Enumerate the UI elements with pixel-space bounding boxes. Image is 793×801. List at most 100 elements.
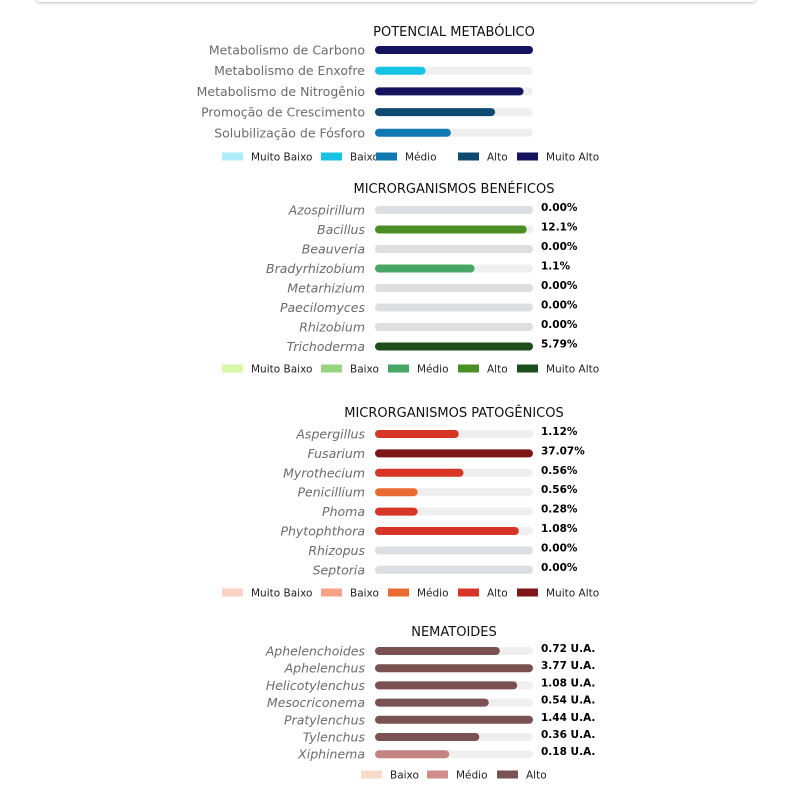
legend-label: Médio <box>456 770 488 782</box>
category-label: Paecilomyces <box>280 300 365 315</box>
category-label: Beauveria <box>302 242 365 257</box>
legend-swatch <box>222 364 243 373</box>
bar <box>375 750 450 759</box>
bar <box>375 488 418 497</box>
legend-label: Muito Baixo <box>251 364 312 376</box>
legend-swatch <box>497 770 518 779</box>
value-label: 37.07% <box>541 445 585 457</box>
legend-swatch <box>388 588 409 597</box>
legend-label: Alto <box>487 152 508 164</box>
legend-label: Muito Alto <box>546 588 599 600</box>
category-label: Fusarium <box>308 446 366 461</box>
legend-swatch <box>458 152 479 161</box>
category-label: Xiphinema <box>297 747 365 762</box>
bar <box>375 225 527 234</box>
bar <box>375 546 533 555</box>
value-label: 12.1% <box>541 222 578 234</box>
category-label: Solubilização de Fósforo <box>214 125 365 140</box>
bar <box>375 323 533 331</box>
bar <box>375 715 533 724</box>
category-label: Trichoderma <box>287 339 365 354</box>
bar <box>375 284 533 292</box>
legend-swatch <box>427 770 448 779</box>
legend-label: Médio <box>417 364 449 376</box>
value-label: 3.77 U.A. <box>541 660 595 672</box>
legend-swatch <box>458 588 479 597</box>
bar <box>375 46 533 54</box>
category-label: Rhizobium <box>299 320 365 335</box>
category-label: Metabolismo de Nitrogênio <box>197 84 365 99</box>
chart-title: MICRORGANISMOS BENÉFICOS <box>354 181 555 197</box>
value-label: 1.08 U.A. <box>541 677 595 689</box>
legend-swatch <box>321 588 342 597</box>
bar <box>375 264 475 273</box>
value-label: 0.72 U.A. <box>541 643 595 655</box>
bar <box>375 430 459 438</box>
legend-label: Médio <box>417 588 449 600</box>
value-label: 0.56% <box>541 484 578 496</box>
chart-title: POTENCIAL METABÓLICO <box>373 24 535 40</box>
category-label: Phoma <box>322 504 365 519</box>
top-card-edge <box>36 0 756 2</box>
category-label: Metarhizium <box>287 281 365 296</box>
bar <box>375 468 464 477</box>
value-label: 0.00% <box>541 562 578 574</box>
value-label: 0.00% <box>541 202 578 214</box>
value-label: 0.00% <box>541 280 578 292</box>
legend-label: Muito Alto <box>546 364 599 376</box>
legend-swatch <box>388 364 409 373</box>
bar <box>375 245 533 253</box>
value-label: 1.1% <box>541 261 571 273</box>
bar <box>375 527 519 535</box>
bar <box>375 449 533 458</box>
bar <box>375 128 451 137</box>
legend-swatch <box>361 770 382 779</box>
legend-swatch <box>321 152 342 161</box>
legend-swatch <box>458 364 479 373</box>
legend-label: Baixo <box>350 588 379 600</box>
bar <box>375 664 533 673</box>
bar <box>375 342 533 351</box>
value-label: 5.79% <box>541 339 578 351</box>
category-label: Metabolismo de Enxofre <box>214 63 365 78</box>
legend-label: Muito Alto <box>546 152 599 164</box>
legend-swatch <box>321 364 342 373</box>
category-label: Phytophthora <box>280 524 365 539</box>
legend-label: Baixo <box>350 152 379 164</box>
legend-swatch <box>517 364 538 373</box>
category-label: Aspergillus <box>295 427 365 442</box>
bar <box>375 303 533 312</box>
category-label: Bacillus <box>317 222 365 237</box>
bar <box>375 66 426 75</box>
bar <box>375 206 533 214</box>
chart-title: MICRORGANISMOS PATOGÊNICOS <box>344 405 564 421</box>
legend-label: Médio <box>405 152 437 164</box>
category-label: Mesocriconema <box>267 695 365 710</box>
category-label: Penicillium <box>298 485 366 500</box>
category-label: Myrothecium <box>283 465 365 480</box>
bar <box>375 87 524 96</box>
category-label: Helicotylenchus <box>266 678 366 693</box>
value-label: 1.08% <box>541 523 578 535</box>
bar <box>375 507 418 516</box>
value-label: 0.00% <box>541 542 578 554</box>
legend-label: Alto <box>487 364 508 376</box>
value-label: 0.00% <box>541 300 578 312</box>
legend-label: Baixo <box>350 364 379 376</box>
bar <box>375 733 480 741</box>
value-label: 1.12% <box>541 426 578 438</box>
legend-label: Baixo <box>390 770 419 782</box>
category-label: Tylenchus <box>303 730 366 745</box>
category-label: Metabolismo de Carbono <box>209 43 365 58</box>
bar <box>375 108 496 117</box>
value-label: 0.28% <box>541 504 578 516</box>
legend-label: Alto <box>487 588 508 600</box>
category-label: Pratylenchus <box>284 712 365 727</box>
bar <box>375 698 489 707</box>
legend-label: Alto <box>526 770 547 782</box>
value-label: 0.18 U.A. <box>541 746 595 758</box>
legend-swatch <box>222 152 243 161</box>
category-label: Septoria <box>313 562 365 577</box>
category-label: Aphelenchoides <box>265 644 366 659</box>
